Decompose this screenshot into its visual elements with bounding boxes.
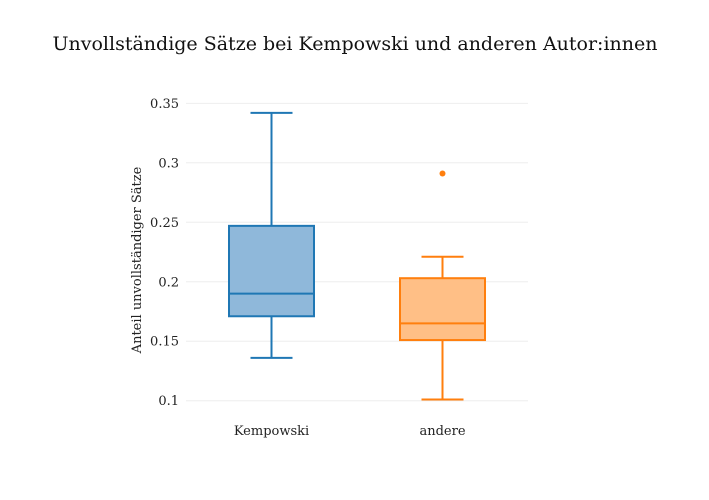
y-tick-label: 0.15	[150, 335, 179, 350]
box-1	[399, 170, 486, 401]
x-axis-ticks: Kempowski andere	[234, 424, 466, 439]
iqr-box	[399, 277, 486, 342]
y-tick-label: 0.2	[158, 275, 179, 290]
y-tick-label: 0.25	[150, 216, 179, 231]
outlier-point	[439, 170, 446, 177]
y-tick-label: 0.35	[150, 97, 179, 112]
chart-title: Unvollständige Sätze bei Kempowski und a…	[53, 33, 658, 55]
y-tick-label: 0.3	[158, 156, 179, 171]
y-axis-ticks: 0.1 0.15 0.2 0.25 0.3 0.35	[150, 97, 179, 409]
x-tick-label: Kempowski	[234, 424, 309, 439]
y-tick-label: 0.1	[158, 394, 179, 409]
box-series	[228, 111, 486, 401]
x-tick-label: andere	[419, 424, 465, 439]
y-axis-label: Anteil unvollständiger Sätze	[130, 166, 145, 354]
box-0	[228, 111, 315, 359]
iqr-box	[228, 224, 315, 318]
